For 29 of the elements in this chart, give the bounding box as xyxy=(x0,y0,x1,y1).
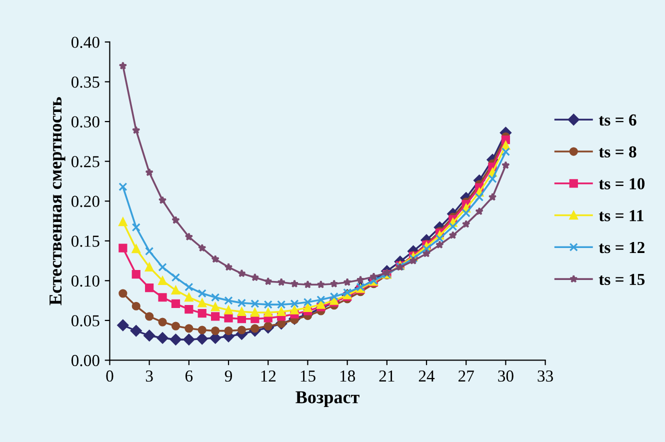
y-tick-label: 0.25 xyxy=(71,156,100,168)
legend-label: ts = 12 xyxy=(598,242,644,254)
legend-label: ts = 11 xyxy=(598,210,644,222)
x-tick-label: 9 xyxy=(224,370,232,382)
legend-label: ts = 15 xyxy=(598,274,645,286)
y-tick-label: 0.15 xyxy=(71,236,100,247)
x-tick-label: 12 xyxy=(261,370,276,382)
x-tick-label: 21 xyxy=(379,370,394,382)
x-tick-label: 3 xyxy=(146,370,153,382)
x-tick-label: 30 xyxy=(498,370,514,382)
y-tick-label: 0.35 xyxy=(71,76,100,88)
x-tick-label: 6 xyxy=(185,370,193,382)
y-tick-label: 0.30 xyxy=(71,116,100,128)
legend-label: ts = 10 xyxy=(598,178,645,190)
x-tick-label: 24 xyxy=(418,370,435,382)
y-tick-label: 0.00 xyxy=(71,354,100,366)
x-tick-label: 0 xyxy=(106,370,114,382)
x-tick-label: 33 xyxy=(538,370,553,382)
x-tick-label: 15 xyxy=(300,370,316,382)
y-tick-label: 0.40 xyxy=(71,36,100,48)
x-tick-label: 18 xyxy=(340,370,356,382)
legend-label: ts = 8 xyxy=(598,146,636,158)
x-tick-label: 27 xyxy=(458,370,474,382)
y-tick-label: 0.20 xyxy=(71,196,100,208)
y-tick-label: 0.05 xyxy=(71,315,100,326)
legend-label: ts = 6 xyxy=(598,114,636,126)
x-axis-title: Возраст xyxy=(296,391,360,407)
y-axis-title: Естественная смертность xyxy=(50,97,66,306)
y-tick-label: 0.10 xyxy=(71,275,100,287)
